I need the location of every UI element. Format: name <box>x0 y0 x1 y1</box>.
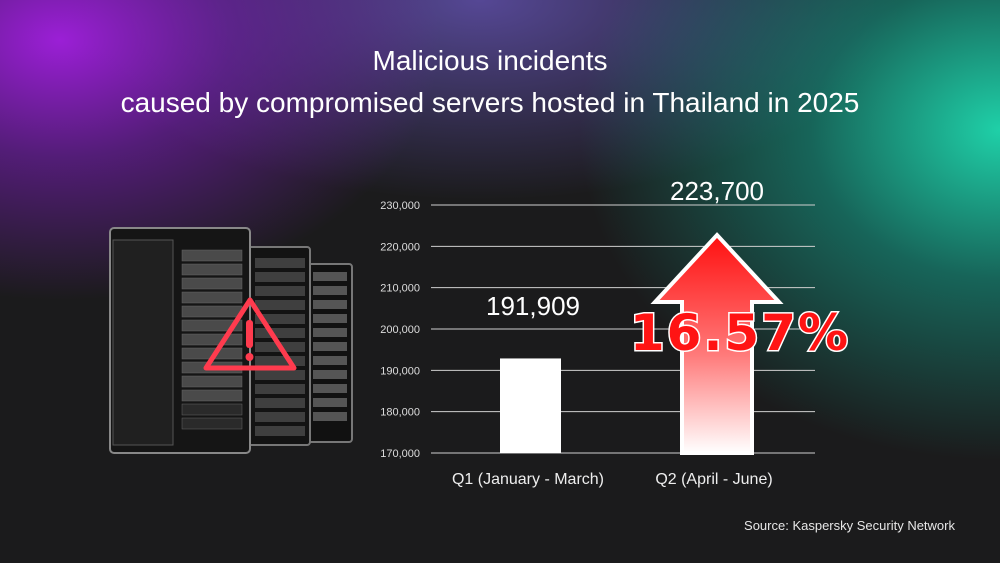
bar-q2-arrow <box>650 232 784 455</box>
title-line-2: caused by compromised servers hosted in … <box>120 87 860 118</box>
server-rack-icon <box>109 227 353 454</box>
y-tick-label: 170,000 <box>380 448 420 460</box>
y-tick-label: 230,000 <box>380 200 420 212</box>
y-tick-label: 220,000 <box>380 241 420 253</box>
value-label: 223,700 <box>670 176 764 206</box>
warning-icon <box>203 297 297 371</box>
title-line-1: Malicious incidents <box>372 45 608 76</box>
y-tick-label: 200,000 <box>380 324 420 336</box>
chart-title: Malicious incidents caused by compromise… <box>0 40 980 124</box>
bar-q1 <box>500 358 561 453</box>
x-category-label: Q2 (April - June) <box>655 471 772 488</box>
y-tick-label: 210,000 <box>380 283 420 295</box>
y-tick-label: 180,000 <box>380 407 420 419</box>
x-category-label: Q1 (January - March) <box>452 471 604 488</box>
percent-increase-label: 16.57% <box>630 304 850 362</box>
value-label: 191,909 <box>486 291 580 321</box>
y-tick-label: 190,000 <box>380 365 420 377</box>
source-note: Source: Kaspersky Security Network <box>744 518 955 533</box>
